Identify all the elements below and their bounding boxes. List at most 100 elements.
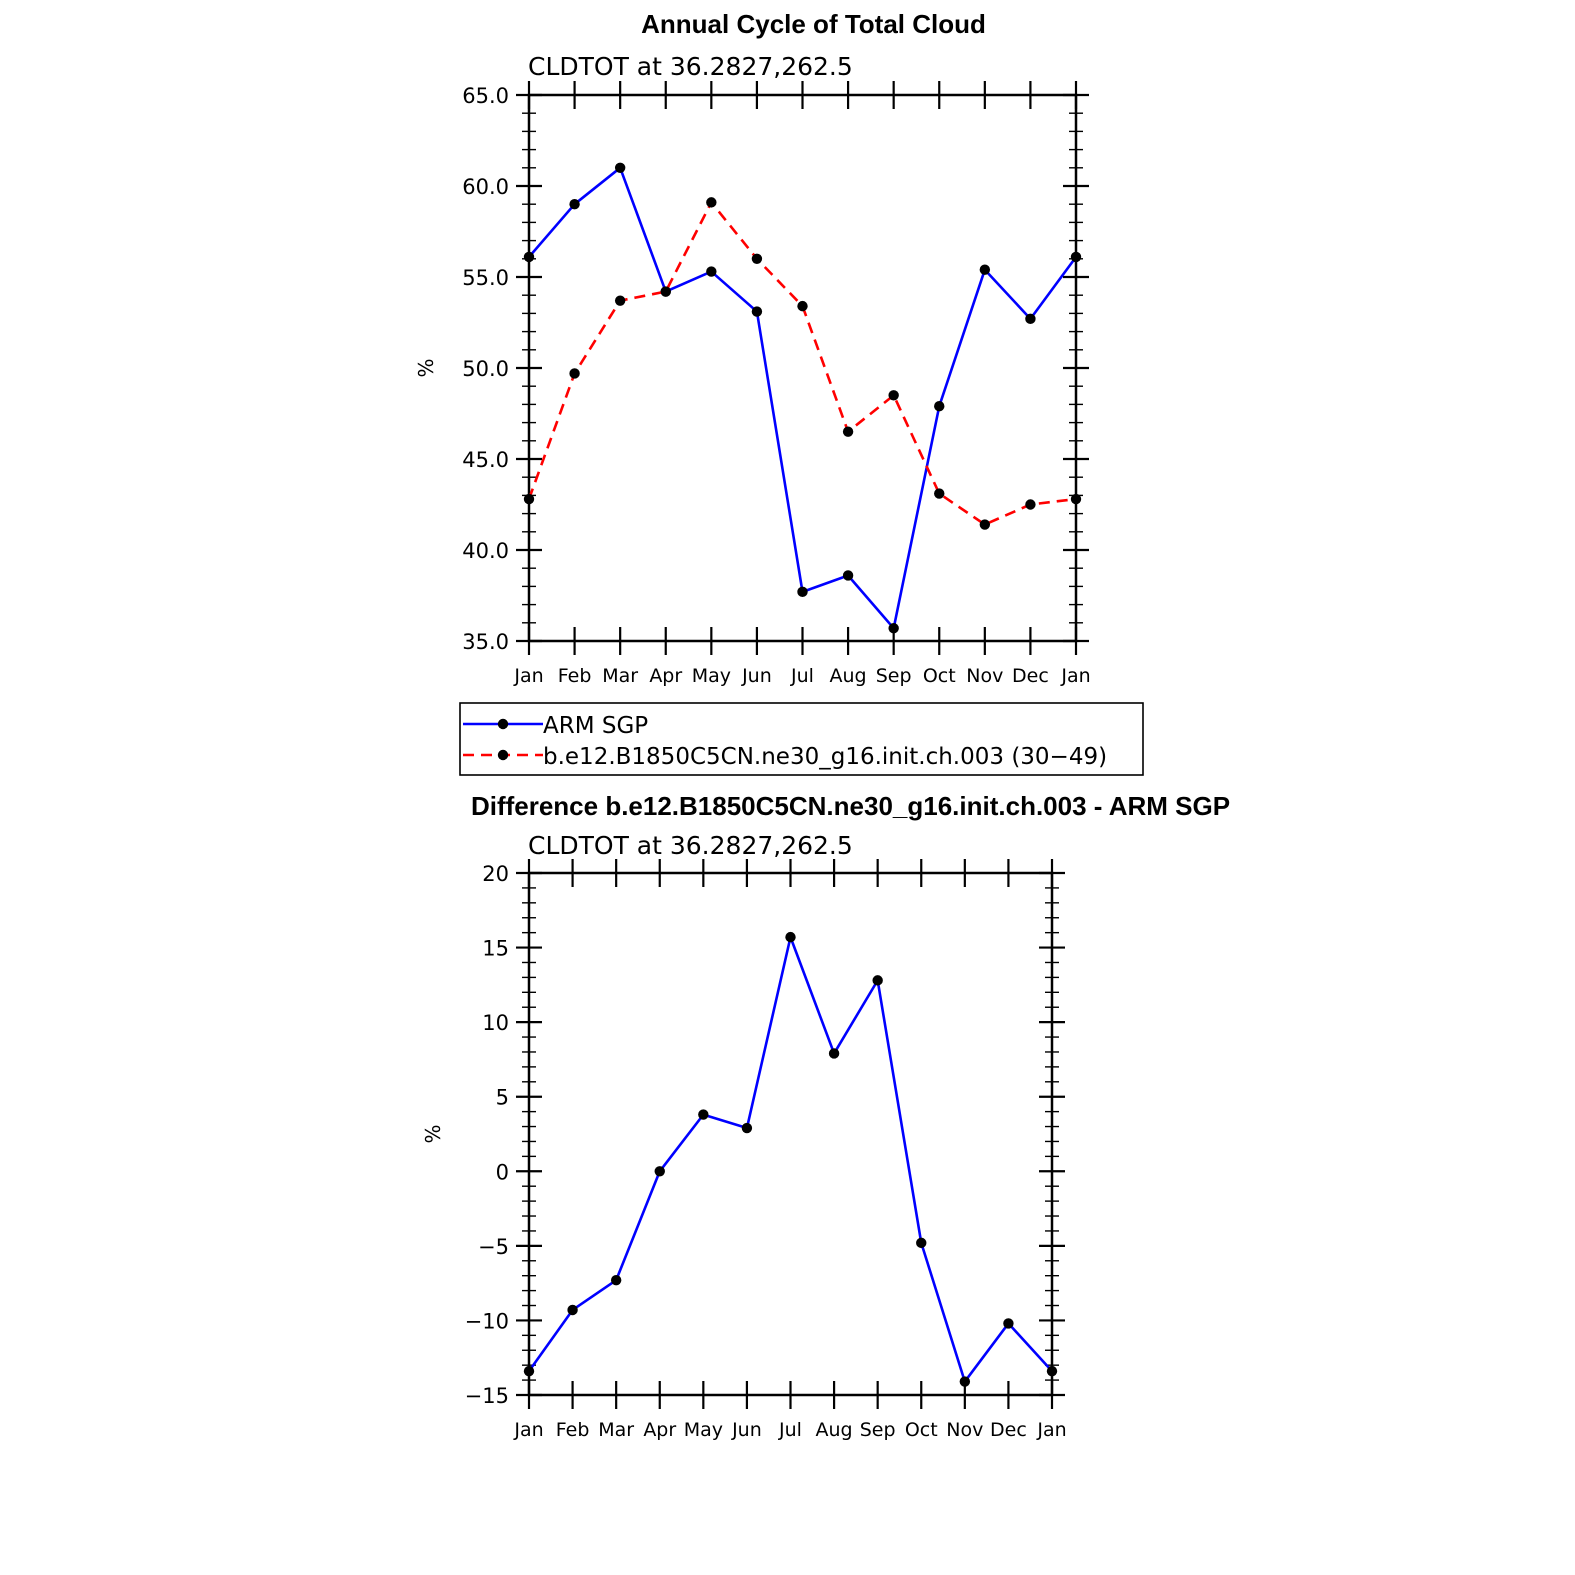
- y-tick-label: 10: [482, 1011, 509, 1035]
- legend-marker: [497, 718, 509, 730]
- series-line: [528, 166, 1078, 630]
- x-tick-label: May: [684, 1419, 723, 1441]
- data-point: [785, 931, 796, 943]
- data-point: [872, 975, 883, 986]
- x-tick-label: Mar: [602, 665, 638, 687]
- x-tick-label: Aug: [830, 665, 867, 687]
- x-tick-label: Dec: [990, 1419, 1027, 1441]
- x-tick-label: Feb: [558, 665, 592, 687]
- y-axis-label: %: [414, 358, 438, 377]
- x-tick-label: Oct: [923, 665, 956, 687]
- legend: ARM SGP b.e12.B1850C5CN.ne30_g16.init.ch.…: [459, 702, 1144, 776]
- series-line: [527, 201, 1077, 526]
- data-point: [888, 390, 899, 401]
- chart-1: Annual Cycle of Total Cloud CLDTOT at 36.…: [414, 9, 1144, 776]
- series-1: [523, 931, 1058, 1387]
- y-tick-label: 20: [482, 862, 509, 886]
- data-point: [741, 1122, 753, 1134]
- data-point: [1070, 493, 1082, 505]
- data-point: [959, 1376, 971, 1387]
- data-point: [1003, 1318, 1014, 1329]
- y-tick-label: −10: [465, 1309, 509, 1333]
- data-point: [523, 493, 535, 505]
- series-line: [527, 935, 1053, 1383]
- data-point: [1070, 251, 1082, 263]
- y-tick-label: 45.0: [462, 448, 509, 472]
- x-tick-label: Aug: [816, 1419, 853, 1441]
- data-point: [797, 586, 808, 598]
- x-tick-label: May: [692, 665, 731, 687]
- data-point: [523, 1365, 535, 1377]
- data-point: [842, 570, 854, 581]
- series-1: [523, 162, 1082, 634]
- y-tick-label: 65.0: [462, 84, 509, 108]
- chart-subtitle: CLDTOT at 36.2827,262.5: [528, 52, 853, 81]
- y-tick-label: −5: [478, 1235, 509, 1259]
- chart-title: Annual Cycle of Total Cloud: [641, 9, 986, 39]
- y-tick-label: 15: [482, 937, 509, 961]
- y-tick-label: 35.0: [462, 630, 509, 654]
- y-tick-label: 55.0: [462, 266, 509, 290]
- data-point: [1025, 313, 1036, 325]
- data-point: [698, 1109, 709, 1120]
- legend-label: ARM SGP: [543, 713, 648, 739]
- x-tick-label: Oct: [905, 1419, 938, 1441]
- data-point: [654, 1166, 665, 1177]
- x-tick-label: Apr: [643, 1419, 676, 1441]
- data-point: [706, 197, 717, 208]
- y-tick-label: 0: [496, 1160, 509, 1184]
- data-point: [916, 1237, 927, 1249]
- data-point: [751, 306, 763, 317]
- data-point: [567, 1304, 578, 1316]
- data-point: [610, 1274, 622, 1286]
- x-tick-label: Apr: [649, 665, 682, 687]
- plot-frame: [527, 871, 1054, 1397]
- data-point: [888, 623, 899, 634]
- data-point: [523, 251, 535, 263]
- x-tick-label: Jul: [790, 665, 814, 687]
- x-tick-label: Jun: [731, 1419, 762, 1441]
- data-point: [934, 488, 945, 499]
- legend-label: b.e12.B1850C5CN.ne30_g16.init.ch.003 (30…: [543, 744, 1107, 770]
- data-point: [797, 300, 808, 312]
- data-point: [1046, 1365, 1058, 1377]
- chart-title: Difference b.e12.B1850C5CN.ne30_g16.init…: [471, 791, 1230, 821]
- plot-frame: [527, 93, 1078, 643]
- chart-2: Difference b.e12.B1850C5CN.ne30_g16.init…: [421, 791, 1230, 1441]
- data-point: [706, 266, 717, 277]
- x-tick-label: Jul: [778, 1419, 802, 1441]
- data-point: [614, 295, 626, 306]
- data-point: [979, 519, 991, 530]
- series-2: [523, 197, 1082, 530]
- x-tick-label: Jan: [513, 1419, 543, 1441]
- x-tick-label: Nov: [946, 1419, 983, 1441]
- x-tick-label: Jan: [1060, 665, 1090, 687]
- legend-marker: [497, 749, 509, 761]
- x-tick-label: Jun: [741, 665, 772, 687]
- x-tick-label: Dec: [1012, 665, 1049, 687]
- x-tick-label: Mar: [598, 1419, 634, 1441]
- x-tick-label: Feb: [556, 1419, 590, 1441]
- y-tick-label: 40.0: [462, 539, 509, 563]
- y-tick-label: 60.0: [462, 175, 509, 199]
- data-point: [842, 426, 854, 437]
- y-tick-label: 50.0: [462, 357, 509, 381]
- data-point: [979, 264, 991, 275]
- data-point: [569, 199, 580, 210]
- data-point: [828, 1048, 840, 1059]
- legend-box: [459, 702, 1144, 776]
- data-point: [660, 286, 671, 297]
- x-tick-label: Jan: [513, 665, 543, 687]
- x-tick-label: Jan: [1036, 1419, 1066, 1441]
- data-point: [1025, 499, 1036, 510]
- y-tick-label: 5: [496, 1086, 509, 1110]
- chart-subtitle: CLDTOT at 36.2827,262.5: [528, 831, 853, 860]
- y-tick-label: −15: [465, 1384, 509, 1408]
- y-axis-label: %: [421, 1124, 445, 1143]
- data-point: [569, 368, 580, 379]
- x-tick-label: Sep: [876, 665, 912, 687]
- x-tick-label: Nov: [966, 665, 1003, 687]
- data-point: [614, 162, 626, 173]
- data-point: [934, 401, 945, 412]
